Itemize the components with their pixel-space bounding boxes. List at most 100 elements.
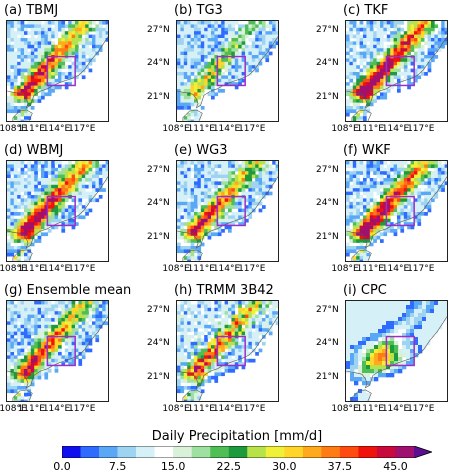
lon-tick-label: 117°E — [407, 264, 435, 274]
lon-tick-label: 117°E — [68, 264, 96, 274]
lat-tick-label: 24°N — [316, 198, 339, 209]
panel-title: (f) WKF — [343, 143, 391, 158]
coastline — [346, 316, 447, 389]
lat-tick-label: 21°N — [316, 91, 339, 102]
lat-tick-label: 21°N — [147, 231, 170, 242]
lon-tick-label: 114°E — [381, 264, 410, 274]
lon-tick-label: 111°E — [17, 404, 45, 414]
lat-tick-label: 21°N — [316, 231, 339, 242]
precip-map — [176, 300, 279, 402]
panel-title: (i) CPC — [343, 283, 387, 298]
lat-tick-label: 24°N — [316, 58, 339, 69]
precip-map — [6, 300, 109, 402]
lon-tick-label: 114°E — [212, 264, 241, 274]
lat-tick-label: 27°N — [316, 165, 339, 176]
study-region-box — [46, 55, 76, 87]
lon-tick-label: 111°E — [187, 404, 215, 414]
lon-tick-label: 114°E — [42, 404, 71, 414]
lon-tick-label: 117°E — [238, 404, 266, 414]
coastline — [346, 176, 447, 249]
colorbar-swatch — [62, 446, 81, 458]
colorbar-extend-arrow — [414, 446, 432, 458]
colorbar-swatch — [117, 446, 137, 458]
lat-tick-label: 21°N — [316, 371, 339, 382]
lat-tick-label: 24°N — [147, 338, 170, 349]
lon-tick-label: 108°E — [0, 124, 27, 134]
precip-map — [6, 20, 109, 122]
colorbar — [62, 446, 432, 458]
lat-tick-label: 27°N — [147, 25, 170, 36]
lon-tick-label: 111°E — [17, 124, 45, 134]
colorbar-tick-label: 7.5 — [108, 460, 127, 473]
lon-tick-label: 111°E — [187, 124, 215, 134]
colorbar-swatch — [136, 446, 155, 458]
lat-tick-label: 24°N — [147, 58, 170, 69]
lat-tick-label: 27°N — [147, 165, 170, 176]
colorbar-swatch — [339, 446, 359, 458]
coastline — [7, 316, 108, 389]
colorbar-swatch — [99, 446, 118, 458]
study-region-box — [385, 195, 415, 227]
lon-tick-label: 117°E — [238, 124, 266, 134]
study-region-box — [385, 55, 415, 87]
lon-tick-label: 108°E — [162, 264, 190, 274]
lon-tick-label: 114°E — [381, 404, 410, 414]
lon-tick-label: 111°E — [356, 404, 384, 414]
panel-title: (b) TG3 — [174, 3, 223, 18]
colorbar-swatch — [154, 446, 174, 458]
lon-tick-label: 114°E — [381, 124, 410, 134]
coastline — [177, 36, 278, 109]
lon-tick-label: 108°E — [0, 404, 27, 414]
colorbar-swatch — [284, 446, 304, 458]
lon-tick-label: 114°E — [42, 124, 71, 134]
colorbar-tick-label: 15.0 — [160, 460, 186, 473]
lat-tick-label: 24°N — [147, 198, 170, 209]
colorbar-swatch — [247, 446, 266, 458]
colorbar-swatch — [376, 446, 396, 458]
lon-tick-label: 108°E — [0, 264, 27, 274]
lat-tick-label: 27°N — [316, 25, 339, 36]
lon-tick-label: 108°E — [162, 404, 190, 414]
lon-tick-label: 111°E — [187, 264, 215, 274]
lon-tick-label: 108°E — [331, 404, 359, 414]
panel-grid: (a) TBMJ 108°E 111°E 114°E 117°E (b) TG3 27°N 2… — [0, 3, 448, 414]
study-region-box — [46, 335, 76, 367]
colorbar-swatch — [302, 446, 322, 458]
panel-title: (e) WG3 — [174, 143, 228, 158]
colorbar-swatch — [321, 446, 341, 458]
lat-tick-label: 21°N — [147, 371, 170, 382]
lon-tick-label: 111°E — [356, 264, 384, 274]
hainan-coastline — [351, 389, 372, 401]
study-region-box — [385, 335, 415, 367]
lon-tick-label: 111°E — [17, 264, 45, 274]
lat-tick-label: 27°N — [316, 305, 339, 316]
colorbar-tick-label: 22.5 — [216, 460, 241, 473]
precip-map — [345, 160, 448, 262]
panel-title: (a) TBMJ — [4, 3, 59, 18]
coastline — [346, 36, 447, 109]
coastline — [177, 316, 278, 389]
study-region-box — [216, 195, 246, 227]
colorbar-tick-label: 37.5 — [327, 460, 353, 473]
panel-title: (d) WBMJ — [4, 143, 64, 158]
coastline — [7, 36, 108, 109]
coastline — [7, 176, 108, 249]
precip-map — [176, 20, 279, 122]
hainan-coastline — [182, 109, 203, 121]
lat-tick-label: 27°N — [147, 305, 170, 316]
lat-tick-label: 24°N — [316, 338, 339, 349]
panel-title: (h) TRMM 3B42 — [174, 283, 274, 298]
lon-tick-label: 117°E — [407, 124, 435, 134]
precip-map — [176, 160, 279, 262]
colorbar-tick-label: 45.0 — [383, 460, 408, 473]
hainan-coastline — [351, 249, 372, 261]
hainan-coastline — [12, 109, 33, 121]
colorbar-swatch — [265, 446, 285, 458]
precip-map — [345, 20, 448, 122]
lon-tick-label: 117°E — [68, 124, 96, 134]
colorbar-swatch — [191, 446, 211, 458]
precip-map — [6, 160, 109, 262]
lat-tick-label: 21°N — [147, 91, 170, 102]
lon-tick-label: 111°E — [356, 124, 384, 134]
colorbar-swatch — [358, 446, 378, 458]
